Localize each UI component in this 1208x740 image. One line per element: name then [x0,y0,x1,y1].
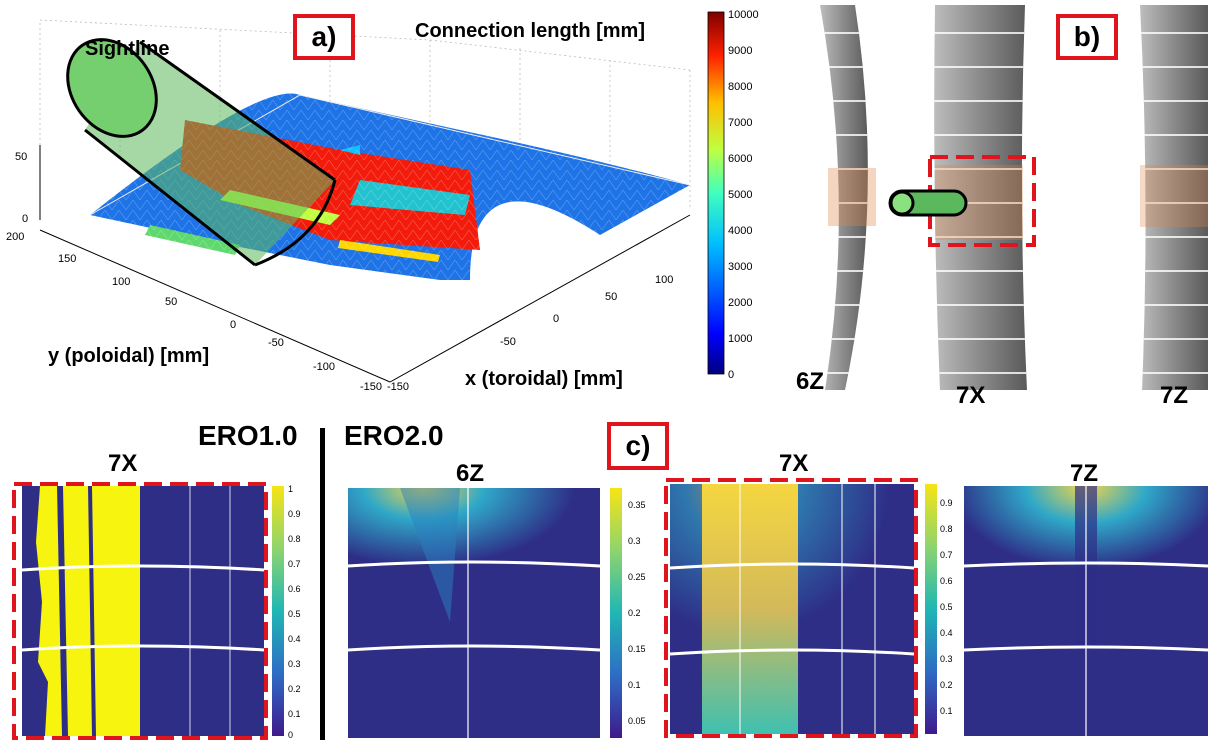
svg-text:10000: 10000 [728,9,759,21]
plot-ero2-6z: 0.35 0.3 0.25 0.2 0.15 0.1 0.05 [347,488,646,738]
plot-title-ero2-7x: 7X [779,450,809,477]
tile-6z-shape [820,5,876,390]
plot-ero2-7z [963,486,1208,736]
svg-text:0.7: 0.7 [940,550,953,560]
y-axis-label: y (poloidal) [mm] [48,345,209,367]
svg-text:0.6: 0.6 [940,576,953,586]
panel-b-tag: b) [1056,14,1118,60]
sightline-pill [888,189,968,217]
svg-text:0.8: 0.8 [288,534,301,544]
svg-text:50: 50 [165,296,177,308]
svg-text:-50: -50 [268,337,284,349]
plot-axes [39,145,691,383]
svg-text:0.6: 0.6 [288,584,301,594]
svg-text:0.15: 0.15 [628,644,646,654]
svg-text:0.3: 0.3 [628,536,641,546]
svg-text:-50: -50 [500,336,516,348]
tile-label-7x: 7X [956,382,986,409]
svg-text:0.25: 0.25 [628,572,646,582]
panel-c: ERO1.0 ERO2.0 c) 7X 1 0.9 0.8 0.7 [0,410,1208,740]
svg-text:0.9: 0.9 [288,509,301,519]
svg-text:-100: -100 [313,361,335,373]
plot-title-ero1-7x: 7X [108,450,138,477]
svg-text:0.1: 0.1 [288,709,301,719]
svg-text:100: 100 [655,274,673,286]
svg-text:0.35: 0.35 [628,500,646,510]
svg-text:0.4: 0.4 [940,628,953,638]
y-ticks: 200 150 100 50 0 -50 -100 -150 [6,231,382,393]
sightline-label: Sightline [85,38,169,60]
svg-text:4000: 4000 [728,225,752,237]
svg-text:0.8: 0.8 [940,524,953,534]
svg-text:50: 50 [15,151,27,163]
svg-text:50: 50 [605,291,617,303]
svg-text:8000: 8000 [728,81,752,93]
svg-text:100: 100 [112,276,130,288]
tile-label-6z: 6Z [796,368,825,395]
tile-label-7z: 7Z [1160,382,1189,409]
svg-text:-150: -150 [360,381,382,393]
svg-text:0: 0 [288,730,293,740]
svg-text:0: 0 [22,213,28,225]
plot-ero1-7x: 1 0.9 0.8 0.7 0.6 0.5 0.4 0.3 0.2 0.1 0 [12,482,301,740]
svg-text:0.1: 0.1 [628,680,641,690]
svg-text:0: 0 [728,369,734,381]
panel-b: b) 6Z 7X 7Z [790,0,1208,410]
model-label-ero2: ERO2.0 [344,420,444,451]
svg-text:0.3: 0.3 [288,659,301,669]
sightline-cylinder [66,38,337,267]
svg-text:0.05: 0.05 [628,716,646,726]
svg-text:-150: -150 [387,381,409,393]
svg-text:200: 200 [6,231,24,243]
svg-text:0.2: 0.2 [628,608,641,618]
svg-text:0.2: 0.2 [288,684,301,694]
model-divider [320,428,325,740]
svg-text:7000: 7000 [728,117,752,129]
panel-a-3d-plot: 50 0 200 150 100 50 0 -50 -100 -150 100 … [6,9,759,393]
svg-text:0.3: 0.3 [940,654,953,664]
plot-ero2-7x: 0.9 0.8 0.7 0.6 0.5 0.4 0.3 0.2 0.1 [664,478,953,738]
svg-text:0: 0 [230,319,236,331]
connection-length-colorbar [707,11,725,375]
plot-title-ero2-7z: 7Z [1070,460,1099,487]
tile-7z-shape [1140,5,1208,390]
svg-text:1: 1 [288,484,293,494]
svg-text:0.5: 0.5 [940,602,953,612]
svg-text:0.4: 0.4 [288,634,301,644]
model-label-ero1: ERO1.0 [198,420,298,451]
svg-text:0.9: 0.9 [940,498,953,508]
panel-a-tag: a) [293,14,355,60]
svg-text:3000: 3000 [728,261,752,273]
z-ticks: 50 0 [15,151,28,225]
svg-text:0.5: 0.5 [288,609,301,619]
svg-text:150: 150 [58,253,76,265]
svg-text:0.7: 0.7 [288,559,301,569]
svg-text:6000: 6000 [728,153,752,165]
svg-text:2000: 2000 [728,297,752,309]
svg-text:1000: 1000 [728,333,752,345]
panel-a: 50 0 200 150 100 50 0 -50 -100 -150 100 … [0,0,760,400]
x-axis-label: x (toroidal) [mm] [465,368,623,390]
colorbar-ticks: 10000 9000 8000 7000 6000 5000 4000 3000… [728,9,759,381]
colorbar-title: Connection length [mm] [415,20,645,42]
plot-title-ero2-6z: 6Z [456,460,485,487]
x-ticks: 100 50 0 -50 -150 [387,274,673,393]
panel-c-tag: c) [607,422,669,470]
svg-text:9000: 9000 [728,45,752,57]
tiles-render [820,5,1208,390]
svg-text:0: 0 [553,313,559,325]
svg-text:0.1: 0.1 [940,706,953,716]
svg-text:5000: 5000 [728,189,752,201]
svg-text:0.2: 0.2 [940,680,953,690]
